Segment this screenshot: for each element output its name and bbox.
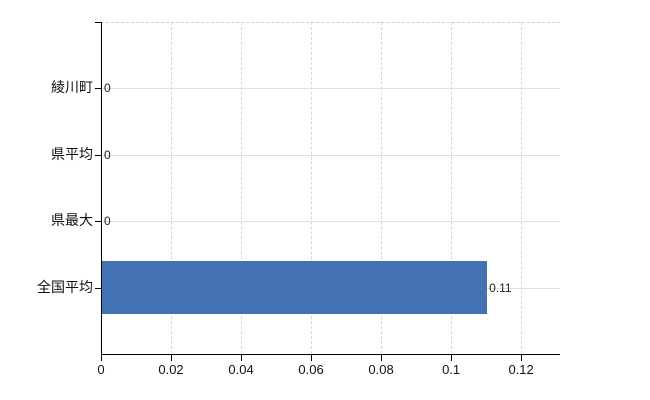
x-tick-label: 0.08	[368, 362, 394, 377]
x-tick	[241, 355, 243, 361]
x-tick	[171, 355, 173, 361]
value-label: 0	[104, 81, 111, 96]
gridline-vertical	[311, 22, 313, 354]
x-tick-label: 0.02	[158, 362, 184, 377]
y-tick	[95, 221, 101, 223]
category-label: 県平均	[51, 145, 93, 162]
plot-area: 0 0 0 0.11	[95, 22, 560, 361]
y-axis-end-tick	[95, 22, 101, 23]
value-label: 0	[104, 214, 111, 229]
x-tick	[521, 355, 523, 361]
gridline-horizontal	[102, 154, 560, 156]
gridline-horizontal	[102, 221, 560, 223]
value-label: 0	[104, 147, 111, 162]
gridline-vertical	[241, 22, 243, 354]
x-tick-label: 0.1	[442, 362, 461, 377]
gridline-vertical	[521, 22, 523, 354]
value-label: 0.11	[489, 280, 512, 295]
bar	[102, 261, 488, 315]
y-tick	[95, 287, 101, 289]
x-tick	[311, 355, 313, 361]
category-label: 全国平均	[37, 278, 93, 295]
x-axis-line	[101, 354, 560, 355]
y-tick	[95, 88, 101, 90]
gridline-horizontal	[102, 88, 560, 90]
x-tick-label: 0	[97, 362, 105, 377]
plot-top-border	[101, 22, 560, 23]
x-tick	[451, 355, 453, 361]
y-tick	[95, 154, 101, 156]
x-tick	[101, 355, 102, 361]
x-tick-label: 0.04	[228, 362, 254, 377]
x-tick-label: 0.12	[508, 362, 534, 377]
y-axis-line	[101, 22, 102, 355]
x-tick-label: 0.06	[298, 362, 324, 377]
gridline-vertical	[451, 22, 453, 354]
x-tick	[381, 355, 383, 361]
category-label: 県最大	[51, 212, 93, 229]
category-label: 綾川町	[51, 79, 93, 96]
gridline-vertical	[171, 22, 173, 354]
gridline-vertical	[381, 22, 383, 354]
